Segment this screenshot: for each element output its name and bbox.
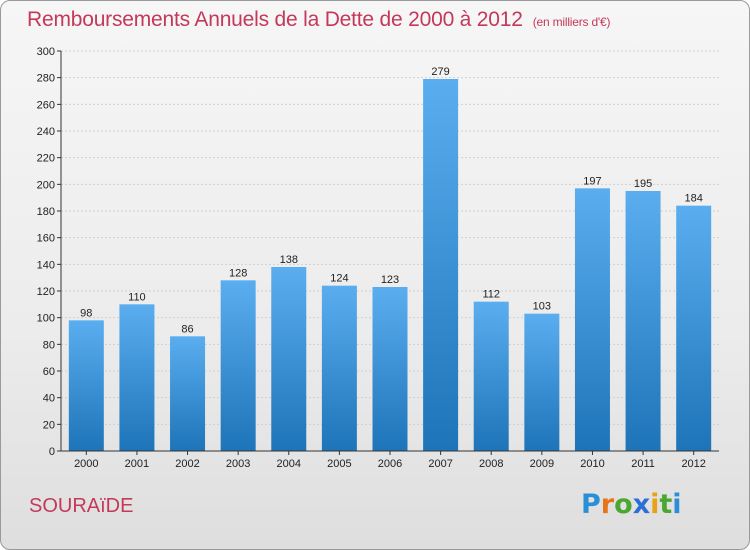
bar: [271, 267, 307, 451]
y-tick-label: 140: [37, 259, 55, 271]
bar-value-label: 98: [80, 307, 92, 319]
chart-title: Remboursements Annuels de la Dette de 20…: [27, 8, 610, 32]
y-tick-label: 260: [37, 99, 55, 111]
y-tick-label: 100: [37, 313, 55, 325]
bar-value-label: 103: [533, 301, 551, 313]
bar-value-label: 123: [381, 274, 399, 286]
x-tick-label: 2008: [479, 458, 503, 470]
x-tick-label: 2001: [125, 458, 149, 470]
y-tick-label: 200: [37, 179, 55, 191]
y-tick-label: 60: [43, 366, 55, 378]
y-tick-label: 120: [37, 286, 55, 298]
y-tick-label: 0: [49, 446, 55, 458]
bar: [68, 320, 104, 451]
x-tick-label: 2010: [580, 458, 604, 470]
bar: [625, 191, 661, 451]
bar: [473, 301, 509, 451]
logo-letter: i: [650, 489, 660, 520]
y-tick-label: 300: [37, 46, 55, 58]
y-tick-label: 280: [37, 73, 55, 85]
x-tick-label: 2004: [277, 458, 301, 470]
bar: [574, 188, 610, 452]
bars-layer: 98 110 86 128 138 124 123 279 112 103 197 195 184: [68, 66, 712, 452]
bar-value-label: 128: [229, 267, 247, 279]
chart-subtitle: (en milliers d'€): [532, 15, 611, 29]
axis-layer: 0 20 40 60 80 100 120 140 160 180 200 220 240 260 280 3…: [37, 46, 719, 470]
proxiti-logo: Proxiti: [581, 489, 682, 520]
bar-value-label: 195: [634, 178, 652, 190]
bar-value-label: 86: [181, 323, 193, 335]
bar-value-label: 138: [280, 254, 298, 266]
bar: [524, 313, 560, 451]
x-tick-label: 2007: [428, 458, 452, 470]
logo-letter: t: [659, 489, 673, 520]
bar-value-label: 184: [685, 193, 703, 205]
y-tick-label: 80: [43, 339, 55, 351]
y-tick-label: 20: [43, 419, 55, 431]
x-tick-label: 2006: [378, 458, 402, 470]
chart-title-text: Remboursements Annuels de la Dette de 20…: [27, 8, 523, 31]
bar: [170, 336, 206, 451]
logo-letter: x: [632, 489, 651, 520]
logo-letter: o: [614, 489, 633, 520]
bar-value-label: 112: [482, 289, 500, 301]
x-tick-label: 2002: [175, 458, 199, 470]
bar: [321, 285, 357, 451]
bar: [119, 304, 155, 451]
x-tick-label: 2003: [226, 458, 250, 470]
bar-value-label: 279: [431, 66, 449, 78]
logo-letter: r: [600, 489, 615, 520]
y-tick-label: 240: [37, 126, 55, 138]
bar-value-label: 110: [128, 291, 146, 303]
x-tick-label: 2011: [631, 458, 655, 470]
y-tick-label: 220: [37, 153, 55, 165]
commune-name: SOURAïDE: [29, 495, 134, 517]
x-tick-label: 2012: [681, 458, 705, 470]
logo-letter: P: [581, 489, 601, 520]
bar: [423, 79, 459, 451]
y-tick-label: 40: [43, 393, 55, 405]
x-tick-label: 2000: [74, 458, 98, 470]
logo-letter: i: [672, 489, 682, 520]
y-tick-label: 160: [37, 233, 55, 245]
bar: [676, 205, 712, 451]
bar: [220, 280, 256, 451]
bar-value-label: 197: [583, 175, 601, 187]
x-tick-label: 2005: [327, 458, 351, 470]
bar-value-label: 124: [330, 273, 348, 285]
y-tick-label: 180: [37, 206, 55, 218]
x-tick-label: 2009: [530, 458, 554, 470]
bar: [372, 287, 408, 451]
